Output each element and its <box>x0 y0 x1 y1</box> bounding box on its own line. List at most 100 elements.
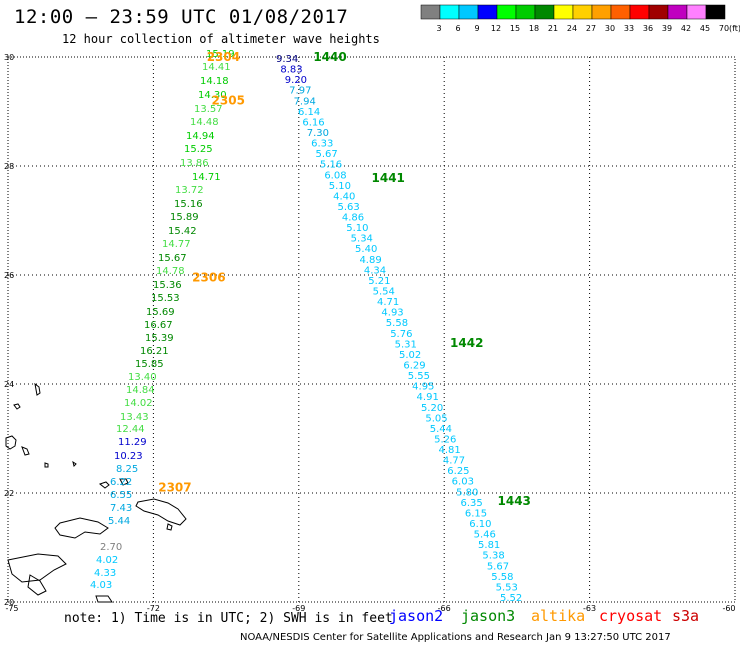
wave-height-label: 14.77 <box>162 239 191 250</box>
color-scale-swatch <box>439 4 460 20</box>
color-scale-label: 39 <box>662 24 672 33</box>
color-scale-swatch <box>648 4 669 20</box>
color-scale-swatch <box>629 4 650 20</box>
lon-tick-label: -75 <box>5 604 18 613</box>
color-scale-label: 30 <box>605 24 615 33</box>
pass-time-label: 2306 <box>192 271 225 285</box>
wave-height-label: 6.03 <box>452 477 474 488</box>
color-scale-swatch <box>553 4 574 20</box>
wave-height-label: 4.89 <box>359 255 381 266</box>
satellite-jason2: jason2 <box>389 607 444 625</box>
wave-height-label: 7.30 <box>307 128 329 139</box>
wave-height-label: 9.20 <box>285 75 307 86</box>
wave-height-label: 5.52 <box>500 593 522 604</box>
wave-height-label: 6.16 <box>302 117 324 128</box>
wave-height-label: 4.02 <box>96 555 118 566</box>
wave-height-label: 14.48 <box>190 117 219 128</box>
color-scale-legend: 3 6 9 12 15 18 21 24 27 30 33 36 39 42 45 70 (ft) <box>420 4 740 33</box>
wave-height-label: 8.25 <box>116 464 138 475</box>
wave-height-label: 7.94 <box>294 96 316 107</box>
wave-height-label: 15.42 <box>168 226 197 237</box>
color-scale-label: 36 <box>643 24 653 33</box>
wave-height-label: 12.44 <box>116 424 145 435</box>
color-scale-unit: (ft) <box>729 24 740 33</box>
wave-height-label: 14.30 <box>198 90 227 101</box>
wave-height-label: 15.53 <box>151 293 180 304</box>
lat-tick-label: 28 <box>4 162 14 171</box>
wave-height-label: 14.71 <box>192 172 221 183</box>
color-scale-label: 18 <box>529 24 539 33</box>
color-scale-label: 42 <box>681 24 691 33</box>
wave-height-label: 5.05 <box>425 413 447 424</box>
color-scale-swatch <box>686 4 707 20</box>
wave-height-label: 15.89 <box>170 212 199 223</box>
wave-height-label: 4.95 <box>412 382 434 393</box>
wave-height-label: 13.40 <box>128 372 157 383</box>
wave-height-label: 11.29 <box>118 437 147 448</box>
wave-height-label: 5.81 <box>478 540 500 551</box>
color-scale-swatch <box>496 4 517 20</box>
wave-height-label: 15.85 <box>135 359 164 370</box>
wave-height-label: 6.35 <box>460 498 482 509</box>
island-outline <box>135 498 187 526</box>
wave-height-label: 5.10 <box>329 181 351 192</box>
island-outline <box>44 462 49 468</box>
wave-height-label: 5.44 <box>108 516 130 527</box>
wave-height-label: 9.34 <box>276 54 298 65</box>
wave-height-label: 15.39 <box>145 333 174 344</box>
wave-height-label: 5.53 <box>496 582 518 593</box>
wave-height-label: 16.67 <box>144 320 173 331</box>
lon-tick-label: -66 <box>438 604 451 613</box>
color-scale-swatch <box>667 4 688 20</box>
wave-height-label: 2.70 <box>100 542 122 553</box>
wave-height-label: 6.14 <box>298 107 320 118</box>
wave-height-label: 4.40 <box>333 191 355 202</box>
altika-track-west: 15.19 14.41 14.18 14.30 13.57 14.48 14.94 15.25… <box>90 49 235 591</box>
island-outline <box>13 403 21 410</box>
lon-tick-label: -72 <box>147 604 160 613</box>
wave-height-label: 5.63 <box>337 202 359 213</box>
units-note: note: 1) Time is in UTC; 2) SWH is in fe… <box>64 611 393 626</box>
jason3-track-east: 9.348.839.207.977.946.146.167.306.335.67… <box>276 54 522 604</box>
color-scale-swatch <box>458 4 479 20</box>
wave-height-label: 4.03 <box>90 580 112 591</box>
color-scale-label: 9 <box>474 24 479 33</box>
island-outline <box>166 523 173 531</box>
color-scale-label: 70 <box>719 24 729 33</box>
wave-height-label: 5.55 <box>408 371 430 382</box>
lon-tick-label: -69 <box>292 604 305 613</box>
lat-tick-label: 26 <box>4 271 14 280</box>
pass-time-label: 1441 <box>372 171 405 185</box>
wave-height-label: 7.43 <box>110 503 132 514</box>
wave-height-label: 5.40 <box>355 244 377 255</box>
color-scale-swatch <box>515 4 536 20</box>
wave-height-label: 6.29 <box>403 360 425 371</box>
wave-height-label: 4.91 <box>417 392 439 403</box>
map-border <box>7 56 736 603</box>
lon-tick-label: -60 <box>722 604 735 613</box>
color-scale-label: 6 <box>455 24 460 33</box>
satellite-altika: altika <box>531 607 586 625</box>
color-scale-swatch <box>420 4 441 20</box>
color-scale-label: 24 <box>567 24 577 33</box>
color-scale-label: 3 <box>436 24 441 33</box>
wave-height-label: 5.58 <box>491 572 513 583</box>
wave-height-label: 14.94 <box>186 131 215 142</box>
wave-height-label: 15.16 <box>174 199 203 210</box>
lat-tick-label: 20 <box>4 598 14 607</box>
island-outline <box>72 460 77 467</box>
wave-height-label: 5.21 <box>368 276 390 287</box>
wave-height-label: 5.44 <box>430 424 452 435</box>
satellite-jason3: jason3 <box>461 607 516 625</box>
island-outline <box>119 478 129 486</box>
wave-height-label: 6.10 <box>469 519 491 530</box>
pass-time-label: 1442 <box>450 336 483 350</box>
lat-tick-label: 30 <box>4 53 14 62</box>
color-scale-swatch <box>610 4 631 20</box>
satellite-s3a: s3a <box>672 607 700 625</box>
wave-height-label: 5.02 <box>399 350 421 361</box>
color-scale-label: 21 <box>548 24 558 33</box>
wave-height-label: 14.78 <box>156 266 185 277</box>
island-outline <box>21 446 30 456</box>
